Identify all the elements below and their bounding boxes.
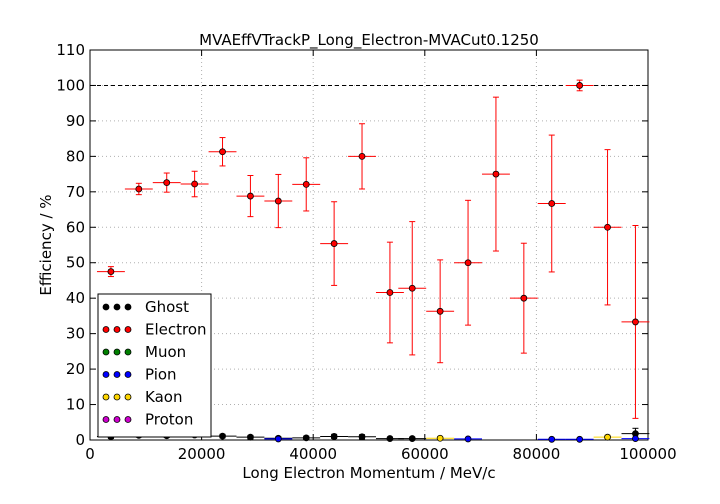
legend-marker-pion (113, 371, 121, 378)
legend-label-pion: Pion (145, 366, 177, 384)
data-point (219, 432, 226, 440)
legend-marker-proton (102, 416, 110, 423)
data-point (163, 179, 171, 187)
series-electron (96, 79, 650, 419)
data-point (386, 289, 394, 296)
x-tick-label: 20000 (178, 445, 226, 463)
legend-label-muon: Muon (145, 343, 186, 361)
y-tick-label: 40 (66, 289, 85, 307)
data-point (632, 435, 639, 442)
data-point (436, 434, 444, 442)
legend-marker-kaon (113, 393, 121, 401)
data-point (302, 434, 310, 442)
data-point (576, 435, 584, 443)
y-tick-label: 60 (66, 218, 85, 236)
data-point (604, 223, 611, 231)
legend-marker-muon (113, 348, 121, 356)
data-point (436, 307, 444, 315)
data-point (330, 240, 338, 247)
legend-label-ghost: Ghost (145, 298, 189, 316)
data-point (219, 148, 226, 156)
legend-marker-kaon (102, 393, 110, 401)
plot-frame (89, 49, 649, 441)
data-point (548, 200, 556, 207)
data-point (274, 197, 282, 205)
legend-marker-kaon (124, 393, 132, 401)
legend-marker-ghost (102, 303, 110, 311)
data-point (107, 268, 115, 275)
x-tick-label: 60000 (401, 445, 449, 463)
y-tick-label: 50 (66, 254, 85, 272)
legend-marker-electron (124, 326, 132, 333)
legend-marker-electron (113, 326, 121, 333)
x-axis-title: Long Electron Momentum / MeV/c (242, 464, 495, 482)
y-tick-label: 80 (66, 147, 85, 165)
legend-label-proton: Proton (145, 411, 193, 429)
legend-marker-muon (124, 348, 132, 356)
chart-title: MVAEffVTrackP_Long_Electron-MVACut0.1250 (199, 31, 539, 50)
data-point (492, 170, 500, 178)
data-point (330, 433, 338, 440)
legend-marker-ghost (113, 303, 121, 311)
data-point (464, 259, 472, 267)
legend-box (97, 293, 212, 438)
data-point (604, 433, 611, 441)
data-point (274, 435, 282, 443)
data-point (408, 284, 416, 292)
legend-marker-muon (102, 348, 110, 356)
legend-label-electron: Electron (145, 321, 207, 339)
legend-marker-pion (124, 371, 132, 378)
x-tick-label: 80000 (513, 445, 561, 463)
y-tick-label: 10 (66, 396, 85, 414)
data-point (548, 435, 556, 443)
series-pion (264, 435, 650, 443)
y-tick-label: 30 (66, 325, 85, 343)
data-point (135, 185, 143, 193)
x-tick-label: 0 (85, 445, 95, 463)
legend-marker-proton (124, 416, 132, 423)
data-point (520, 294, 528, 302)
y-tick-label: 0 (75, 431, 85, 449)
series-kaon (426, 433, 622, 442)
legend-marker-electron (102, 326, 110, 333)
y-tick-label: 100 (56, 76, 85, 94)
y-tick-label: 70 (66, 183, 85, 201)
data-point (358, 152, 366, 160)
legend-marker-proton (113, 416, 121, 423)
legend-marker-ghost (124, 303, 132, 311)
legend: Ghost Electron Muon Pion Kaon Proton (97, 293, 212, 438)
data-point (247, 192, 254, 200)
data-point (576, 82, 584, 89)
legend-label-kaon: Kaon (145, 388, 182, 406)
x-tick-label: 40000 (289, 445, 337, 463)
data-point (358, 433, 366, 441)
data-point (386, 435, 394, 442)
legend-marker-pion (102, 371, 110, 378)
y-tick-label: 20 (66, 360, 85, 378)
data-point (408, 435, 416, 442)
y-tick-label: 90 (66, 112, 85, 130)
data-point (247, 433, 254, 441)
x-tick-label: 100000 (619, 445, 676, 463)
y-axis-title: Efficiency / % (37, 194, 55, 295)
y-tick-label: 110 (56, 41, 85, 59)
data-point (191, 180, 199, 188)
data-point (632, 318, 639, 326)
plot-area: 0 20000 40000 60000 80000 100000 0 10 20 30 40 50 60… (56, 41, 676, 463)
data-point (464, 435, 472, 443)
data-point (302, 180, 310, 188)
